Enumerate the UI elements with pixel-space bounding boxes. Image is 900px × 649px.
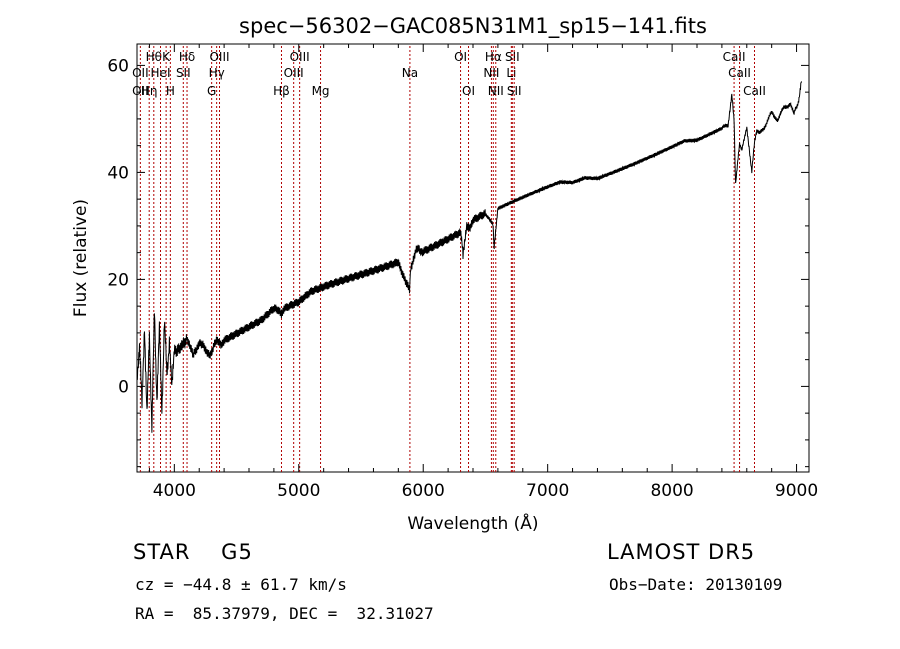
line-marker-label: CaII <box>728 66 751 80</box>
line-marker-label: OIII <box>209 50 229 64</box>
x-tick-label: 7000 <box>526 481 569 501</box>
line-marker-label: SII <box>505 50 520 64</box>
y-tick-label: 60 <box>107 56 129 76</box>
line-marker-label: Mg <box>312 84 330 98</box>
line-marker-label: OIII <box>284 66 304 80</box>
line-marker-label: OI <box>454 50 467 64</box>
line-marker-label: Hγ <box>209 66 225 80</box>
line-marker-label: OI <box>462 84 475 98</box>
line-marker-label: CaII <box>743 84 766 98</box>
y-tick-label: 20 <box>107 270 129 290</box>
line-marker-label: NII <box>488 84 504 98</box>
x-tick-label: 6000 <box>402 481 445 501</box>
line-marker-label: Hθ <box>146 50 162 64</box>
x-tick-label: 5000 <box>277 481 320 501</box>
line-marker-label: OII <box>132 84 149 98</box>
line-marker-label: SII <box>176 66 191 80</box>
line-marker-label: HeI <box>151 66 171 80</box>
survey-label: LAMOST DR5 <box>607 540 756 564</box>
obs-date-label: Obs−Date: 20130109 <box>609 575 783 594</box>
line-marker-label: Na <box>402 66 418 80</box>
y-axis-label: Flux (relative) <box>71 199 91 317</box>
line-marker-label: H <box>166 84 175 98</box>
spectrum-line <box>136 81 802 433</box>
chart-title: spec−56302−GAC085N31M1_sp15−141.fits <box>239 14 707 39</box>
line-marker-label: K <box>162 50 171 64</box>
class-label: STAR G5 <box>133 540 253 564</box>
x-tick-label: 4000 <box>153 481 196 501</box>
x-tick-label: 9000 <box>775 481 818 501</box>
emission-line-markers: OIIOIIHηHθHeIKHSIIHδGHγOIIIHβOIIIOIIIMgN… <box>132 46 766 472</box>
line-marker-label: OIII <box>290 50 310 64</box>
line-marker-label: CaII <box>723 50 746 64</box>
line-marker-label: Hδ <box>179 50 195 64</box>
plot-frame <box>136 43 810 473</box>
y-tick-label: 0 <box>118 377 129 397</box>
line-marker-label: Li <box>506 66 516 80</box>
y-tick-label: 40 <box>107 163 129 183</box>
line-marker-label: Hη <box>141 84 158 98</box>
x-tick-label: 8000 <box>650 481 693 501</box>
x-axis-label: Wavelength (Å) <box>407 512 538 534</box>
line-marker-label: G <box>207 84 216 98</box>
line-marker-label: Hβ <box>273 84 290 98</box>
radec-label: RA = 85.37979, DEC = 32.31027 <box>135 604 434 623</box>
line-marker-label: NII <box>483 66 499 80</box>
line-marker-label: SII <box>507 84 522 98</box>
axis-ticks: 4000 5000 6000 7000 8000 9000 0 20 40 60 <box>107 44 818 501</box>
line-marker-label: OII <box>132 66 149 80</box>
cz-label: cz = −44.8 ± 61.7 km/s <box>135 575 347 594</box>
line-marker-label: Hα <box>485 50 502 64</box>
